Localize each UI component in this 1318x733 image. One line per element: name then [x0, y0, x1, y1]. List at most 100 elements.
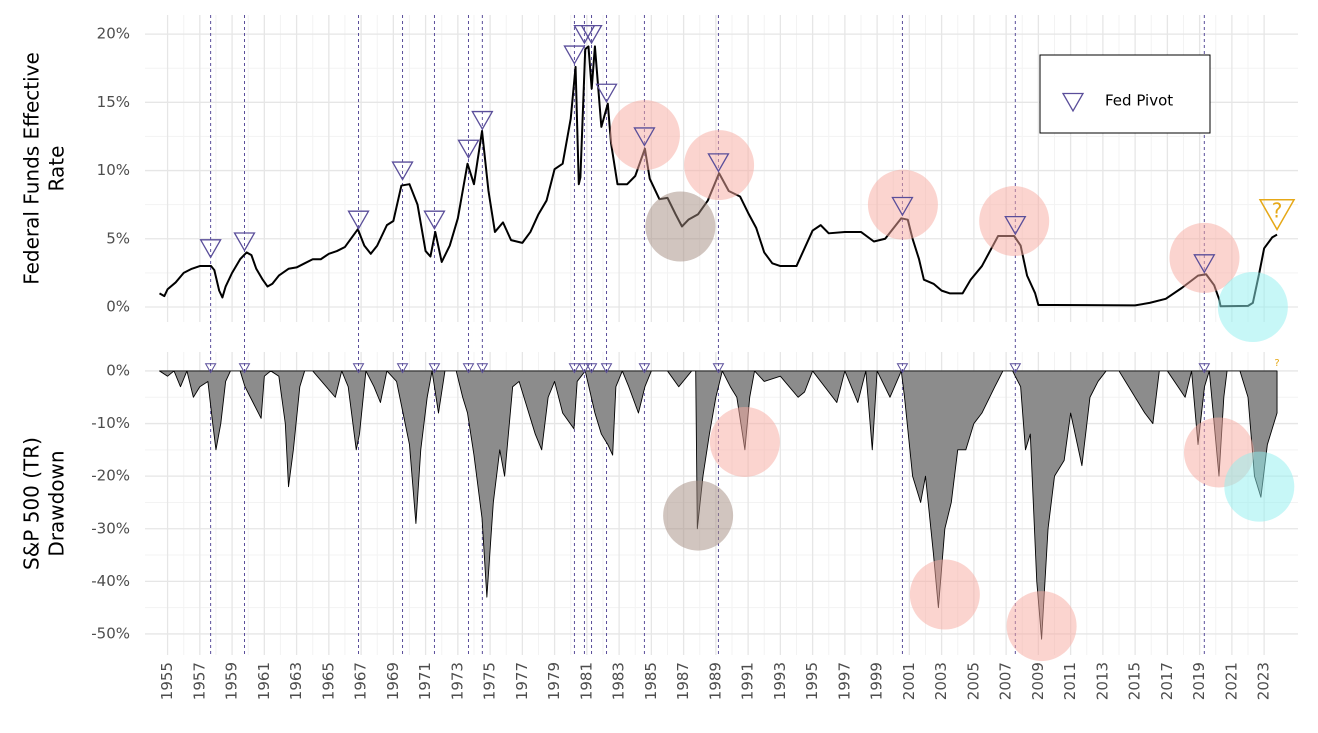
pivot-marker-small [585, 363, 598, 374]
legend-symbol [1061, 92, 1085, 113]
pivot-marker [199, 239, 222, 259]
pivot-marker-small [1198, 363, 1211, 374]
x-tick-label: 1985 [642, 662, 660, 700]
y-tick-label: -50% [91, 624, 130, 642]
x-tick-label: 2005 [964, 662, 982, 700]
y-tick-label: 20% [97, 25, 130, 43]
x-tick-label: 2009 [1029, 662, 1047, 700]
y-tick-label: 15% [97, 93, 130, 111]
highlight-circle [663, 480, 734, 551]
pivot-marker [471, 110, 494, 131]
pivot-marker-small [476, 363, 489, 374]
x-tick-label: 1963 [287, 662, 305, 700]
y-tick-label: -20% [91, 467, 130, 485]
x-tick-label: 2003 [932, 662, 950, 700]
y-tick-label: 5% [106, 229, 130, 247]
x-tick-label: 1977 [513, 662, 531, 700]
pivot-marker-small [568, 363, 581, 374]
highlight-circle [979, 186, 1050, 257]
highlight-circle [867, 169, 938, 240]
y-tick-label: 0% [106, 361, 130, 379]
pivot-marker-small [462, 363, 475, 374]
x-tick-label: 1997 [835, 662, 853, 700]
y-tick-label: 0% [106, 297, 130, 315]
x-tick-label: 1987 [674, 662, 692, 700]
pivot-marker [595, 83, 618, 104]
pivot-marker-small [578, 363, 591, 374]
x-tick-label: 1981 [577, 662, 595, 700]
x-tick-label: 1961 [255, 662, 273, 700]
pivot-marker [563, 45, 586, 65]
y-axis-label: Rate [45, 146, 69, 192]
drawdown-area [159, 370, 1278, 640]
highlight-circle [709, 406, 780, 477]
next-pivot-label: ? [1272, 199, 1283, 223]
x-tick-label: 1969 [384, 662, 402, 700]
x-tick-label: 1967 [352, 662, 370, 700]
y-axis-label: Drawdown [45, 450, 69, 556]
pivot-marker-small [712, 363, 725, 374]
pivot-marker [1004, 215, 1027, 236]
x-tick-label: 1975 [481, 662, 499, 700]
pivot-marker [1193, 254, 1216, 274]
x-tick-label: 1995 [803, 662, 821, 700]
x-tick-label: 1983 [610, 662, 628, 700]
highlight-circle [1224, 451, 1295, 522]
pivot-marker [891, 196, 914, 217]
legend-label: Fed Pivot [1105, 92, 1173, 110]
pivot-marker [233, 232, 256, 252]
pivot-marker-small [238, 363, 251, 374]
x-tick-label: 1971 [416, 662, 434, 700]
highlight-circle [645, 191, 716, 262]
y-tick-label: -10% [91, 414, 130, 432]
x-tick-label: 1991 [739, 662, 757, 700]
highlight-circle [1217, 271, 1288, 342]
x-tick-label: 2011 [1061, 662, 1079, 700]
pivot-marker [347, 210, 370, 230]
legend: Fed Pivot [1039, 54, 1211, 134]
highlight-circle [684, 130, 755, 201]
x-tick-label: 2019 [1190, 662, 1208, 700]
x-tick-label: 1965 [319, 662, 337, 700]
y-tick-label: 10% [97, 161, 130, 179]
y-tick-label: -40% [91, 572, 130, 590]
highlight-circle [909, 559, 980, 630]
x-tick-label: 2021 [1222, 662, 1240, 700]
pivot-marker-small [428, 363, 441, 374]
highlight-circle [1006, 591, 1077, 662]
pivot-marker-small [204, 363, 217, 374]
next-pivot-label-small: ? [1274, 358, 1279, 369]
x-tick-label: 1957 [190, 662, 208, 700]
x-tick-label: 2013 [1093, 662, 1111, 700]
x-tick-label: 2007 [997, 662, 1015, 700]
x-tick-label: 1973 [448, 662, 466, 700]
pivot-marker [633, 127, 656, 147]
pivot-marker-small [352, 363, 365, 374]
pivot-marker [707, 153, 730, 173]
x-tick-label: 1959 [223, 662, 241, 700]
pivot-marker-small [600, 363, 613, 374]
x-tick-label: 2015 [1126, 662, 1144, 700]
y-axis-label: Federal Funds Effective [20, 52, 44, 285]
x-tick-label: 1999 [868, 662, 886, 700]
x-tick-label: 1979 [545, 662, 563, 700]
y-tick-label: -30% [91, 519, 130, 537]
pivot-marker-small [1009, 363, 1022, 374]
pivot-marker-small [896, 363, 909, 374]
x-tick-label: 2023 [1255, 662, 1273, 700]
x-tick-label: 2017 [1158, 662, 1176, 700]
pivot-marker [423, 210, 446, 230]
x-tick-label: 1955 [158, 662, 176, 700]
pivot-marker [457, 139, 480, 160]
pivot-marker-small [396, 363, 409, 374]
y-axis-label: S&P 500 (TR) [20, 437, 44, 570]
next-pivot-marker [1258, 199, 1296, 232]
highlight-circle [609, 100, 680, 171]
x-tick-label: 1993 [771, 662, 789, 700]
pivot-marker [391, 161, 414, 181]
x-tick-label: 1989 [706, 662, 724, 700]
highlight-circle [1169, 222, 1240, 293]
pivot-marker-small [638, 363, 651, 374]
x-tick-label: 2001 [900, 662, 918, 700]
